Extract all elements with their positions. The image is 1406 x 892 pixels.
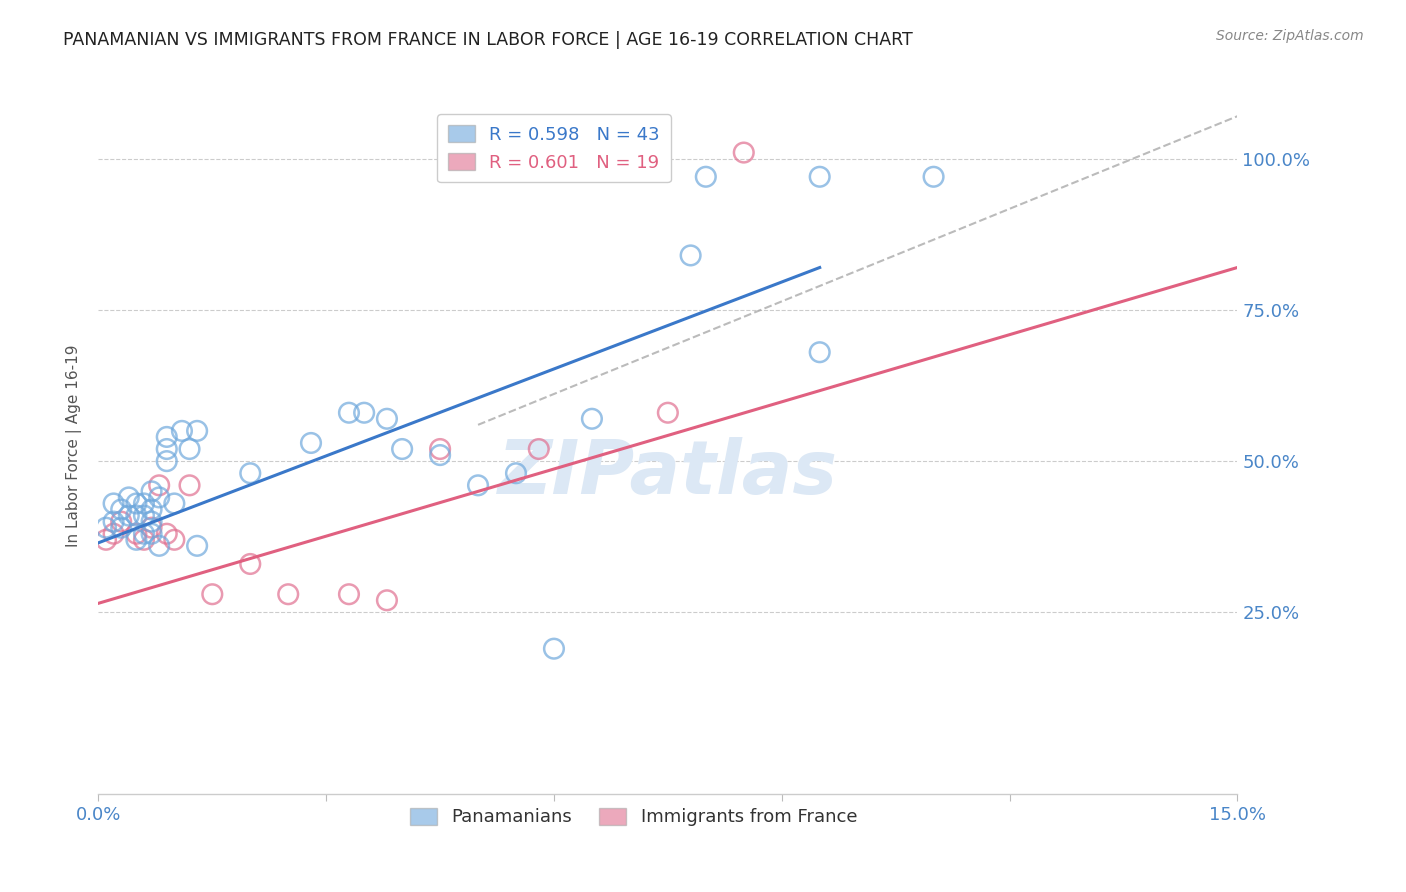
Point xyxy=(299,436,322,450)
Point xyxy=(808,345,831,359)
Point xyxy=(125,508,148,523)
Point xyxy=(922,169,945,184)
Point xyxy=(141,502,163,516)
Point xyxy=(125,526,148,541)
Point xyxy=(163,533,186,547)
Point xyxy=(132,508,155,523)
Point xyxy=(277,587,299,601)
Point xyxy=(103,496,125,510)
Point xyxy=(141,515,163,529)
Point xyxy=(337,406,360,420)
Point xyxy=(156,454,179,468)
Point xyxy=(429,448,451,462)
Point xyxy=(657,406,679,420)
Point xyxy=(156,430,179,444)
Point xyxy=(505,467,527,481)
Point xyxy=(201,587,224,601)
Point xyxy=(581,411,603,425)
Point xyxy=(118,508,141,523)
Text: PANAMANIAN VS IMMIGRANTS FROM FRANCE IN LABOR FORCE | AGE 16-19 CORRELATION CHAR: PANAMANIAN VS IMMIGRANTS FROM FRANCE IN … xyxy=(63,31,912,49)
Point xyxy=(337,587,360,601)
Point xyxy=(239,557,262,571)
Point xyxy=(132,526,155,541)
Point xyxy=(179,442,201,456)
Point xyxy=(239,467,262,481)
Point xyxy=(132,533,155,547)
Point xyxy=(132,496,155,510)
Point xyxy=(429,442,451,456)
Point xyxy=(110,515,132,529)
Point xyxy=(391,442,413,456)
Point xyxy=(179,478,201,492)
Point xyxy=(527,442,550,456)
Point xyxy=(103,526,125,541)
Point xyxy=(808,169,831,184)
Point xyxy=(156,442,179,456)
Point xyxy=(103,515,125,529)
Point xyxy=(125,496,148,510)
Point xyxy=(186,424,208,438)
Point xyxy=(148,491,170,505)
Point xyxy=(186,539,208,553)
Point xyxy=(110,502,132,516)
Point xyxy=(118,491,141,505)
Point xyxy=(695,169,717,184)
Point xyxy=(467,478,489,492)
Y-axis label: In Labor Force | Age 16-19: In Labor Force | Age 16-19 xyxy=(66,344,83,548)
Point xyxy=(375,593,398,607)
Point xyxy=(141,526,163,541)
Point xyxy=(733,145,755,160)
Point xyxy=(148,539,170,553)
Point xyxy=(353,406,375,420)
Point xyxy=(170,424,193,438)
Point xyxy=(679,248,702,262)
Point xyxy=(375,411,398,425)
Point xyxy=(94,533,117,547)
Point xyxy=(156,526,179,541)
Point xyxy=(141,484,163,499)
Point xyxy=(94,521,117,535)
Point xyxy=(163,496,186,510)
Point xyxy=(148,478,170,492)
Point xyxy=(141,521,163,535)
Text: Source: ZipAtlas.com: Source: ZipAtlas.com xyxy=(1216,29,1364,43)
Text: ZIPatlas: ZIPatlas xyxy=(498,437,838,510)
Point xyxy=(543,641,565,656)
Point xyxy=(110,521,132,535)
Legend: Panamanians, Immigrants from France: Panamanians, Immigrants from France xyxy=(402,800,865,833)
Point xyxy=(125,533,148,547)
